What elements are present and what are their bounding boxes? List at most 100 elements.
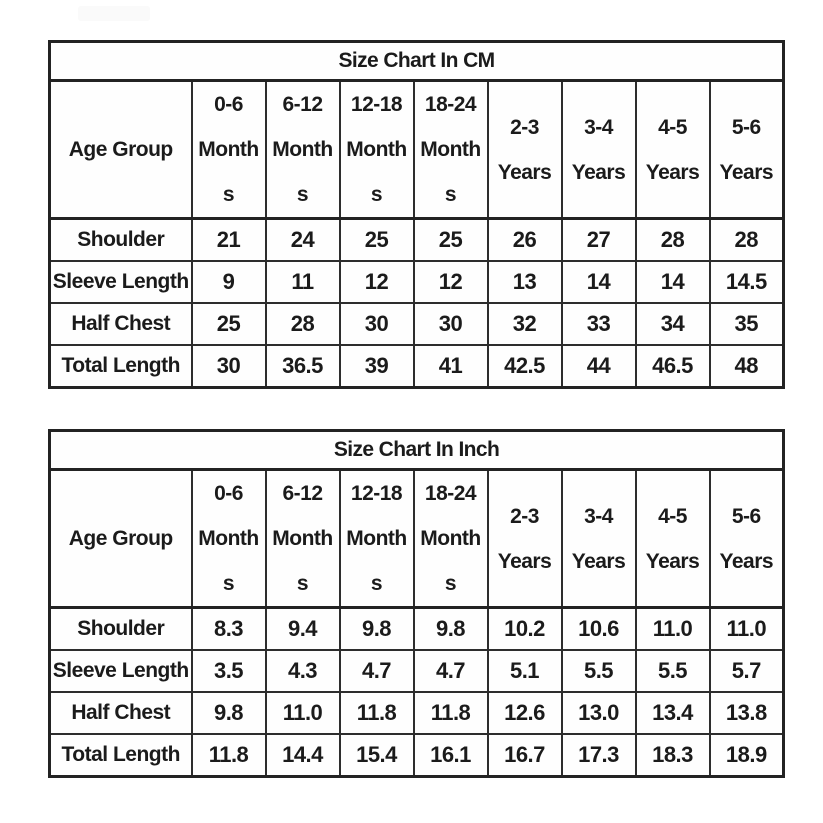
table-body: Shoulder 8.3 9.4 9.8 9.8 10.2 10.6 11.0 11.0 Slee… bbox=[48, 606, 785, 778]
measurement-value-cell: 3.5 bbox=[190, 649, 267, 693]
measurement-value-cell: 46.5 bbox=[634, 344, 711, 389]
measurement-value-cell: 17.3 bbox=[560, 733, 637, 778]
measurement-value-cell: 26 bbox=[486, 217, 563, 262]
watermark-smudge bbox=[78, 6, 150, 21]
measurement-label: Half Chest bbox=[48, 302, 193, 346]
measurement-value-cell: 4.7 bbox=[338, 649, 415, 693]
measurement-value-cell: 11 bbox=[264, 260, 341, 304]
age-range-header-cell: 2-3 Years bbox=[486, 468, 563, 609]
measurement-label: Sleeve Length bbox=[48, 260, 193, 304]
measurement-value-cell: 35 bbox=[708, 302, 785, 346]
measurement-label: Shoulder bbox=[48, 606, 193, 651]
measurement-value-cell: 11.0 bbox=[264, 691, 341, 735]
measurement-value-cell: 34 bbox=[634, 302, 711, 346]
measurement-value-cell: 12 bbox=[338, 260, 415, 304]
age-range-header-cell: 6-12 Month s bbox=[264, 468, 341, 609]
age-range-header-cell: 3-4 Years bbox=[560, 468, 637, 609]
measurement-value-cell: 18.3 bbox=[634, 733, 711, 778]
measurement-value-cell: 30 bbox=[338, 302, 415, 346]
measurement-row: Half Chest 25 28 30 30 32 33 34 35 bbox=[48, 302, 785, 346]
measurement-value-cell: 5.1 bbox=[486, 649, 563, 693]
measurement-value-cell: 4.7 bbox=[412, 649, 489, 693]
measurement-value-cell: 16.7 bbox=[486, 733, 563, 778]
measurement-value-cell: 11.8 bbox=[338, 691, 415, 735]
measurement-value-cell: 13.4 bbox=[634, 691, 711, 735]
age-range-header-cell: 18-24 Month s bbox=[412, 468, 489, 609]
measurement-label: Shoulder bbox=[48, 217, 193, 262]
measurement-value-cell: 9.8 bbox=[190, 691, 267, 735]
measurement-value-cell: 5.7 bbox=[708, 649, 785, 693]
measurement-value-cell: 32 bbox=[486, 302, 563, 346]
measurement-value-cell: 16.1 bbox=[412, 733, 489, 778]
title-row: Size Chart In Inch bbox=[49, 430, 784, 471]
measurement-value-cell: 12.6 bbox=[486, 691, 563, 735]
age-range-header-cell: 5-6 Years bbox=[708, 79, 785, 220]
age-range-header-cell: 12-18 Month s bbox=[338, 79, 415, 220]
measurement-value-cell: 8.3 bbox=[190, 606, 267, 651]
measurement-value-cell: 28 bbox=[634, 217, 711, 262]
age-range-header-cell: 12-18 Month s bbox=[338, 468, 415, 609]
measurement-row: Shoulder 21 24 25 25 26 27 28 28 bbox=[48, 217, 785, 262]
measurement-value-cell: 30 bbox=[412, 302, 489, 346]
measurement-value-cell: 36.5 bbox=[264, 344, 341, 389]
measurement-value-cell: 13 bbox=[486, 260, 563, 304]
measurement-value-cell: 28 bbox=[264, 302, 341, 346]
measurement-value-cell: 25 bbox=[412, 217, 489, 262]
measurement-value-cell: 9.4 bbox=[264, 606, 341, 651]
measurement-value-cell: 12 bbox=[412, 260, 489, 304]
measurement-label: Total Length bbox=[48, 344, 193, 389]
measurement-row: Shoulder 8.3 9.4 9.8 9.8 10.2 10.6 11.0 11.0 bbox=[48, 606, 785, 651]
measurement-row: Sleeve Length 3.5 4.3 4.7 4.7 5.1 5.5 5.5 5.7 bbox=[48, 649, 785, 693]
header-row: Age Group 0-6 Month s 6-12 Month s 12-18 Mo… bbox=[48, 468, 785, 609]
measurement-value-cell: 30 bbox=[190, 344, 267, 389]
age-group-header-cell: Age Group bbox=[48, 79, 193, 220]
age-range-header-cell: 6-12 Month s bbox=[264, 79, 341, 220]
measurement-value-cell: 13.0 bbox=[560, 691, 637, 735]
measurement-row: Sleeve Length 9 11 12 12 13 14 14 14.5 bbox=[48, 260, 785, 304]
measurement-value-cell: 24 bbox=[264, 217, 341, 262]
measurement-value-cell: 14.4 bbox=[264, 733, 341, 778]
table-body: Shoulder 21 24 25 25 26 27 28 28 Sleeve Length 9 11… bbox=[48, 217, 785, 389]
measurement-value-cell: 18.9 bbox=[708, 733, 785, 778]
measurement-label: Sleeve Length bbox=[48, 649, 193, 693]
age-range-header-cell: 4-5 Years bbox=[634, 79, 711, 220]
measurement-value-cell: 11.0 bbox=[634, 606, 711, 651]
measurement-value-cell: 13.8 bbox=[708, 691, 785, 735]
measurement-value-cell: 25 bbox=[190, 302, 267, 346]
size-chart-cm-table: Size Chart In CM Age Group 0-6 Month s 6-1… bbox=[48, 40, 786, 389]
header-row: Age Group 0-6 Month s 6-12 Month s 12-18 Mo… bbox=[48, 79, 785, 220]
age-group-header-cell: Age Group bbox=[48, 468, 193, 609]
measurement-value-cell: 10.2 bbox=[486, 606, 563, 651]
age-range-header-cell: 2-3 Years bbox=[486, 79, 563, 220]
measurement-label: Half Chest bbox=[48, 691, 193, 735]
measurement-value-cell: 11.8 bbox=[412, 691, 489, 735]
measurement-value-cell: 41 bbox=[412, 344, 489, 389]
measurement-label: Total Length bbox=[48, 733, 193, 778]
measurement-value-cell: 5.5 bbox=[560, 649, 637, 693]
age-range-header-cell: 5-6 Years bbox=[708, 468, 785, 609]
measurement-value-cell: 10.6 bbox=[560, 606, 637, 651]
measurement-value-cell: 9 bbox=[190, 260, 267, 304]
measurement-value-cell: 44 bbox=[560, 344, 637, 389]
measurement-value-cell: 5.5 bbox=[634, 649, 711, 693]
measurement-value-cell: 39 bbox=[338, 344, 415, 389]
measurement-row: Half Chest 9.8 11.0 11.8 11.8 12.6 13.0 13.4 13.… bbox=[48, 691, 785, 735]
measurement-row: Total Length 30 36.5 39 41 42.5 44 46.5 48 bbox=[48, 344, 785, 389]
measurement-value-cell: 9.8 bbox=[338, 606, 415, 651]
measurement-value-cell: 42.5 bbox=[486, 344, 563, 389]
measurement-value-cell: 4.3 bbox=[264, 649, 341, 693]
measurement-value-cell: 9.8 bbox=[412, 606, 489, 651]
measurement-value-cell: 33 bbox=[560, 302, 637, 346]
measurement-value-cell: 14 bbox=[560, 260, 637, 304]
age-range-header-cell: 0-6 Month s bbox=[190, 79, 267, 220]
age-range-header-cell: 0-6 Month s bbox=[190, 468, 267, 609]
measurement-value-cell: 21 bbox=[190, 217, 267, 262]
table-title-cm: Size Chart In CM bbox=[49, 41, 784, 82]
measurement-value-cell: 25 bbox=[338, 217, 415, 262]
measurement-value-cell: 48 bbox=[708, 344, 785, 389]
measurement-value-cell: 11.8 bbox=[190, 733, 267, 778]
measurement-value-cell: 11.0 bbox=[708, 606, 785, 651]
age-range-header-cell: 3-4 Years bbox=[560, 79, 637, 220]
